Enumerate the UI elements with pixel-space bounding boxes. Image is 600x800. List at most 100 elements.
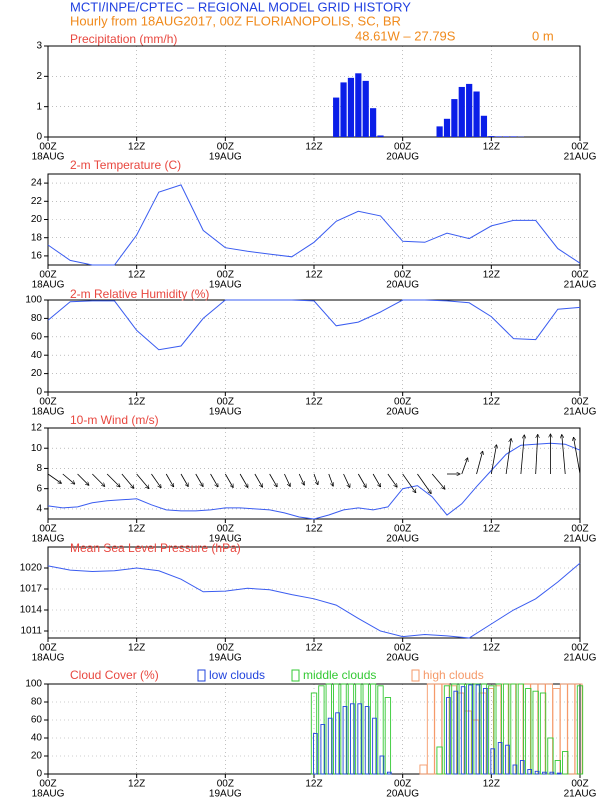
coordinates: 48.61W – 27.79S: [355, 28, 456, 43]
x-date-label: 18AUG: [32, 407, 65, 418]
x-tick-label: 00Z: [571, 779, 588, 790]
cloud-bar: [519, 760, 525, 775]
x-tick-label: 00Z: [571, 643, 588, 654]
wind-arrow: [417, 473, 431, 494]
cloud-bar: [419, 764, 428, 775]
x-date-label: 18AUG: [32, 534, 65, 545]
x-tick-label: 00Z: [39, 643, 56, 654]
wind-arrow: [180, 473, 188, 487]
x-date-label: 19AUG: [209, 280, 242, 291]
wind-arrow: [254, 473, 263, 487]
wind-arrow: [574, 437, 581, 475]
wind-arrow: [372, 473, 380, 487]
x-tick-label: 12Z: [128, 524, 145, 535]
y-tick-label: 6: [36, 483, 42, 494]
cloud-bar: [436, 746, 443, 775]
y-tick-label: 60: [31, 331, 43, 342]
cloud-bar: [460, 686, 466, 775]
x-date-label: 19AUG: [209, 789, 242, 800]
y-tick-label: 4: [36, 504, 42, 515]
x-tick-label: 12Z: [128, 643, 145, 654]
bar: [377, 135, 384, 137]
plot-frame: [47, 427, 581, 520]
wind-arrow: [195, 473, 203, 487]
x-tick-label: 12Z: [305, 270, 322, 281]
cloud-bar: [386, 771, 392, 775]
y-tick-label: 12: [31, 423, 43, 434]
cloud-bar: [320, 724, 326, 775]
x-tick-label: 12Z: [483, 397, 500, 408]
x-date-label: 20AUG: [386, 653, 419, 664]
bar: [436, 126, 443, 137]
wind-arrow: [490, 445, 496, 475]
panel-title: 2-m Temperature (C): [70, 158, 181, 172]
y-tick-label: 40: [31, 350, 43, 361]
legend-label: high clouds: [423, 668, 484, 682]
wind-arrow: [476, 451, 483, 475]
panel-title: 2-m Relative Humidity (%): [70, 287, 209, 301]
x-date-label: 21AUG: [564, 534, 597, 545]
y-tick-label: 16: [31, 251, 43, 262]
y-tick-label: 22: [31, 196, 43, 207]
bar: [495, 136, 502, 137]
x-tick-label: 12Z: [305, 524, 322, 535]
y-tick-label: 100: [25, 679, 42, 690]
y-tick-label: 20: [31, 368, 43, 379]
y-tick-label: 80: [31, 313, 43, 324]
cloud-bar: [333, 683, 340, 775]
wind-arrow: [165, 473, 173, 487]
bar: [473, 91, 480, 137]
bar: [340, 82, 347, 137]
x-tick-label: 00Z: [217, 270, 234, 281]
cloud-bar: [369, 683, 377, 775]
x-tick-label: 00Z: [394, 524, 411, 535]
x-date-label: 21AUG: [564, 407, 597, 418]
cloud-bar: [364, 706, 370, 775]
x-tick-label: 00Z: [394, 779, 411, 790]
x-date-label: 20AUG: [386, 789, 419, 800]
cloud-bar: [342, 706, 348, 775]
wind-arrow: [210, 473, 218, 487]
title: MCTI/INPE/CPTEC – REGIONAL MODEL GRID HI…: [70, 0, 411, 14]
wind-arrow: [357, 473, 366, 487]
x-tick-label: 00Z: [217, 779, 234, 790]
cloud-bar: [574, 683, 583, 775]
cloud-bar: [490, 748, 496, 775]
x-date-label: 20AUG: [386, 534, 419, 545]
cloud-bar: [497, 742, 503, 775]
x-tick-label: 12Z: [305, 779, 322, 790]
y-tick-label: 1017: [20, 584, 43, 595]
x-date-label: 19AUG: [209, 534, 242, 545]
plot-frame: [47, 299, 581, 393]
cloud-bar: [362, 683, 369, 775]
y-tick-label: 0: [36, 132, 42, 143]
cloud-bar: [372, 717, 377, 775]
cloud-bar: [446, 697, 451, 775]
cloud-bar: [377, 685, 384, 775]
x-tick-label: 12Z: [128, 270, 145, 281]
y-tick-label: 1: [36, 101, 42, 112]
x-tick-label: 00Z: [39, 270, 56, 281]
plot-frame: [47, 173, 581, 266]
cloud-bar: [426, 683, 435, 775]
wind-arrow: [136, 473, 149, 489]
x-tick-label: 12Z: [305, 142, 322, 153]
x-date-label: 18AUG: [32, 280, 65, 291]
cloud-bar: [384, 697, 392, 775]
y-tick-label: 10: [31, 443, 43, 454]
bar: [370, 108, 377, 137]
y-tick-label: 0: [36, 769, 42, 780]
wind-arrow: [269, 473, 277, 487]
plot-frame: [47, 45, 581, 138]
cloud-bar: [327, 717, 333, 775]
bar: [347, 77, 355, 137]
x-tick-label: 00Z: [217, 142, 234, 153]
bar: [362, 80, 369, 137]
wind-arrow: [239, 473, 248, 487]
panel-title: Mean Sea Level Pressure (hPa): [70, 541, 241, 555]
cloud-bar: [357, 703, 363, 775]
cloud-bar: [335, 712, 340, 775]
bar: [443, 118, 451, 137]
cloud-bar: [318, 685, 325, 775]
x-date-label: 18AUG: [32, 653, 65, 664]
